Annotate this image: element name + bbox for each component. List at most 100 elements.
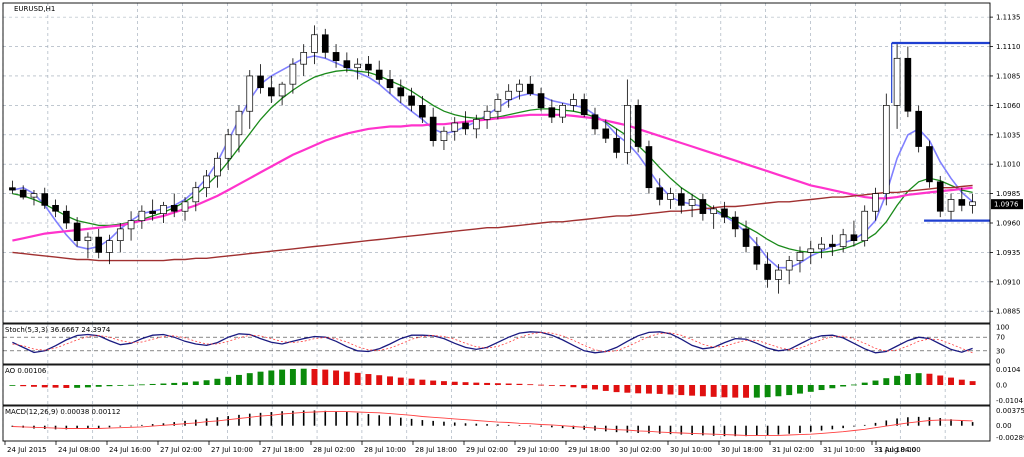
candle[interactable] <box>63 210 70 224</box>
candle[interactable] <box>861 210 869 241</box>
candle[interactable] <box>127 220 135 230</box>
candle[interactable] <box>526 83 534 94</box>
candle[interactable] <box>634 105 642 147</box>
candle[interactable] <box>926 146 933 183</box>
candle[interactable] <box>775 269 782 280</box>
candle[interactable] <box>268 87 275 97</box>
candle[interactable] <box>742 228 750 247</box>
candle[interactable] <box>106 240 113 253</box>
candle[interactable] <box>721 208 728 218</box>
candle[interactable] <box>84 236 92 241</box>
candle[interactable] <box>936 181 944 212</box>
candle[interactable] <box>882 105 890 194</box>
stoch-tick-label: 0 <box>996 358 1000 366</box>
candle[interactable] <box>893 57 901 106</box>
candle[interactable] <box>30 193 38 198</box>
candle[interactable] <box>915 110 922 147</box>
candle[interactable] <box>624 105 631 153</box>
candle[interactable] <box>451 122 459 132</box>
candle[interactable] <box>818 243 825 250</box>
candle[interactable] <box>645 146 653 189</box>
candle[interactable] <box>181 201 189 212</box>
candle[interactable] <box>580 99 588 116</box>
candle[interactable] <box>246 75 254 112</box>
candle[interactable] <box>764 263 771 280</box>
candle[interactable] <box>785 260 793 271</box>
candle[interactable] <box>73 222 81 241</box>
candle[interactable] <box>677 193 685 206</box>
candle[interactable] <box>41 193 49 206</box>
candle[interactable] <box>257 75 264 89</box>
candle[interactable] <box>440 130 448 141</box>
ao-bar <box>753 385 760 398</box>
candle[interactable] <box>95 236 103 253</box>
candle[interactable] <box>462 122 469 130</box>
macd-panel[interactable] <box>11 410 974 437</box>
candle[interactable] <box>408 95 415 106</box>
macd-bar <box>410 418 413 426</box>
candle[interactable] <box>321 34 329 53</box>
candle[interactable] <box>958 199 966 206</box>
candle[interactable] <box>688 199 696 206</box>
candle[interactable] <box>494 99 502 112</box>
candle[interactable] <box>807 248 815 253</box>
ao-bar <box>95 385 102 387</box>
candle[interactable] <box>19 189 27 198</box>
candle[interactable] <box>386 79 394 89</box>
candle[interactable] <box>300 52 308 65</box>
macd-bar <box>389 416 391 426</box>
candle[interactable] <box>332 52 340 61</box>
candle[interactable] <box>311 34 318 53</box>
candle[interactable] <box>203 175 210 189</box>
candle[interactable] <box>872 193 879 212</box>
candle[interactable] <box>516 83 523 92</box>
candle[interactable] <box>537 93 545 109</box>
candle[interactable] <box>149 210 156 214</box>
candle[interactable] <box>397 87 405 97</box>
candle[interactable] <box>839 234 847 247</box>
candle[interactable] <box>969 201 976 206</box>
candle[interactable] <box>710 208 717 214</box>
candle[interactable] <box>429 116 437 141</box>
candle[interactable] <box>365 63 372 71</box>
candle[interactable] <box>192 187 200 203</box>
candle[interactable] <box>548 107 556 118</box>
candle[interactable] <box>699 199 707 214</box>
candle[interactable] <box>656 187 664 200</box>
candle[interactable] <box>116 228 124 241</box>
candle[interactable] <box>505 90 513 100</box>
candle[interactable] <box>570 99 577 106</box>
candle[interactable] <box>375 69 383 80</box>
candle[interactable] <box>731 216 739 230</box>
candle[interactable] <box>52 205 59 212</box>
candle[interactable] <box>829 243 836 247</box>
candle[interactable] <box>796 252 804 261</box>
awesome-oscillator-panel[interactable] <box>9 368 976 398</box>
candle[interactable] <box>138 210 146 221</box>
candle[interactable] <box>483 110 491 120</box>
candle[interactable] <box>214 157 221 177</box>
candle[interactable] <box>343 60 351 69</box>
candle[interactable] <box>9 187 16 191</box>
candle[interactable] <box>289 63 297 85</box>
candle[interactable] <box>170 205 178 212</box>
candle[interactable] <box>904 57 912 112</box>
candle[interactable] <box>354 63 361 69</box>
candle[interactable] <box>278 83 286 97</box>
candle[interactable] <box>160 205 167 214</box>
main-price-panel[interactable] <box>9 25 990 294</box>
candle[interactable] <box>419 105 426 118</box>
candle[interactable] <box>235 110 243 136</box>
candle[interactable] <box>559 105 566 118</box>
candle[interactable] <box>224 134 232 159</box>
candle[interactable] <box>591 114 599 130</box>
candle[interactable] <box>667 193 674 200</box>
candle[interactable] <box>850 234 858 241</box>
candle[interactable] <box>947 199 955 212</box>
candle[interactable] <box>602 128 610 139</box>
stochastic-panel[interactable] <box>3 331 990 354</box>
candle[interactable] <box>613 137 620 153</box>
candle[interactable] <box>753 246 761 265</box>
candle[interactable] <box>472 119 480 130</box>
